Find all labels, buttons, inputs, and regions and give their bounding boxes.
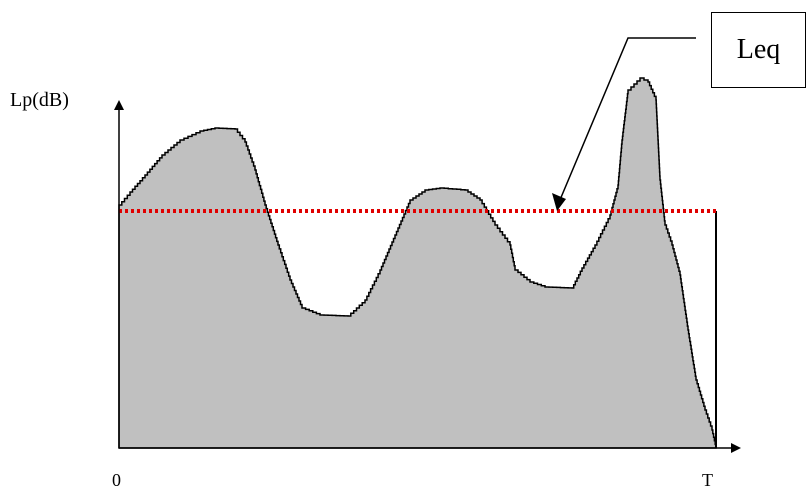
leq-label: Leq xyxy=(736,34,781,65)
leq-label-box: Leq xyxy=(711,12,806,88)
sound-level-area xyxy=(118,77,717,449)
leq-pointer-arrow xyxy=(556,37,696,208)
y-axis-label: Lp(dB) xyxy=(10,89,69,111)
x-end-label: T xyxy=(702,470,713,486)
x-origin-label: 0 xyxy=(112,470,121,486)
leq-pointer-arrowhead xyxy=(552,193,566,211)
